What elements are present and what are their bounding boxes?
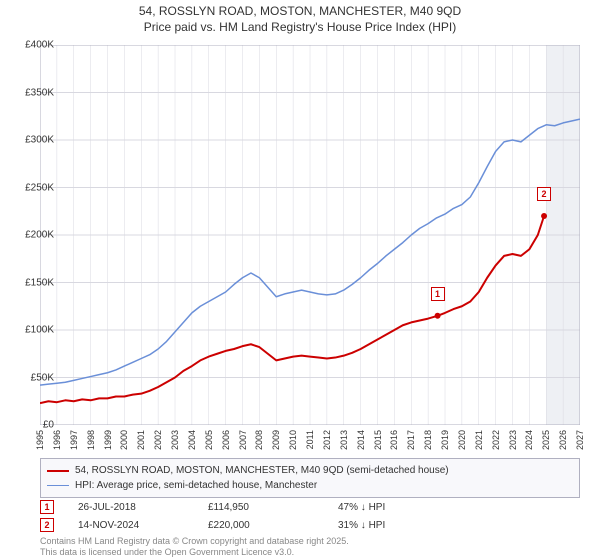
x-tick-label: 2027 — [575, 430, 585, 450]
chart-marker: 1 — [431, 287, 445, 301]
attribution-line-2: This data is licensed under the Open Gov… — [40, 547, 294, 557]
x-tick-label: 2004 — [187, 430, 197, 450]
x-tick-label: 2016 — [389, 430, 399, 450]
legend-label-hpi: HPI: Average price, semi-detached house,… — [75, 478, 317, 493]
attribution-line-1: Contains HM Land Registry data © Crown c… — [40, 536, 349, 546]
x-tick-label: 2022 — [491, 430, 501, 450]
legend-label-property: 54, ROSSLYN ROAD, MOSTON, MANCHESTER, M4… — [75, 463, 449, 478]
chart-title: 54, ROSSLYN ROAD, MOSTON, MANCHESTER, M4… — [0, 4, 600, 35]
y-tick-label: £50K — [6, 372, 54, 383]
sale-row: 2 14-NOV-2024 £220,000 31% ↓ HPI — [40, 516, 580, 534]
legend-row-hpi: HPI: Average price, semi-detached house,… — [47, 478, 573, 493]
title-line-1: 54, ROSSLYN ROAD, MOSTON, MANCHESTER, M4… — [139, 4, 461, 18]
x-tick-label: 1997 — [69, 430, 79, 450]
sale-diff: 47% ↓ HPI — [338, 502, 428, 513]
x-tick-label: 2018 — [423, 430, 433, 450]
x-tick-label: 2017 — [406, 430, 416, 450]
sale-diff: 31% ↓ HPI — [338, 520, 428, 531]
y-tick-label: £200K — [6, 230, 54, 241]
x-tick-label: 2015 — [373, 430, 383, 450]
x-tick-label: 2001 — [136, 430, 146, 450]
x-tick-label: 1995 — [35, 430, 45, 450]
attribution: Contains HM Land Registry data © Crown c… — [40, 536, 580, 558]
y-tick-label: £150K — [6, 277, 54, 288]
x-tick-label: 2007 — [238, 430, 248, 450]
x-tick-label: 1996 — [52, 430, 62, 450]
y-tick-label: £350K — [6, 87, 54, 98]
y-tick-label: £400K — [6, 40, 54, 51]
x-tick-label: 2021 — [474, 430, 484, 450]
sale-marker-2: 2 — [40, 518, 54, 532]
x-tick-label: 2009 — [271, 430, 281, 450]
x-tick-label: 2010 — [288, 430, 298, 450]
chart-svg — [40, 45, 580, 425]
sale-date: 14-NOV-2024 — [78, 520, 208, 531]
x-tick-label: 2024 — [524, 430, 534, 450]
y-tick-label: £300K — [6, 135, 54, 146]
sale-price: £114,950 — [208, 502, 338, 513]
x-tick-label: 2006 — [221, 430, 231, 450]
x-tick-label: 2025 — [541, 430, 551, 450]
x-tick-label: 2023 — [508, 430, 518, 450]
y-tick-label: £250K — [6, 182, 54, 193]
y-tick-label: £100K — [6, 325, 54, 336]
y-tick-label: £0 — [6, 420, 54, 431]
x-tick-label: 2026 — [558, 430, 568, 450]
chart-container: 54, ROSSLYN ROAD, MOSTON, MANCHESTER, M4… — [0, 0, 600, 560]
legend-swatch-hpi — [47, 485, 69, 486]
x-tick-label: 1999 — [103, 430, 113, 450]
plot-area — [40, 45, 580, 425]
chart-marker: 2 — [537, 187, 551, 201]
x-tick-label: 1998 — [86, 430, 96, 450]
x-tick-label: 2020 — [457, 430, 467, 450]
x-tick-label: 2011 — [305, 430, 315, 449]
sale-price: £220,000 — [208, 520, 338, 531]
x-tick-label: 2012 — [322, 430, 332, 450]
x-tick-label: 2005 — [204, 430, 214, 450]
sale-marker-1: 1 — [40, 500, 54, 514]
x-tick-label: 2003 — [170, 430, 180, 450]
legend-row-property: 54, ROSSLYN ROAD, MOSTON, MANCHESTER, M4… — [47, 463, 573, 478]
sale-row: 1 26-JUL-2018 £114,950 47% ↓ HPI — [40, 498, 580, 516]
x-tick-label: 2019 — [440, 430, 450, 450]
title-line-2: Price paid vs. HM Land Registry's House … — [144, 20, 456, 34]
x-tick-label: 2000 — [119, 430, 129, 450]
x-tick-label: 2008 — [254, 430, 264, 450]
x-tick-label: 2013 — [339, 430, 349, 450]
x-tick-label: 2014 — [356, 430, 366, 450]
legend-swatch-property — [47, 470, 69, 472]
x-tick-label: 2002 — [153, 430, 163, 450]
sale-date: 26-JUL-2018 — [78, 502, 208, 513]
legend: 54, ROSSLYN ROAD, MOSTON, MANCHESTER, M4… — [40, 458, 580, 498]
sale-table: 1 26-JUL-2018 £114,950 47% ↓ HPI 2 14-NO… — [40, 498, 580, 534]
